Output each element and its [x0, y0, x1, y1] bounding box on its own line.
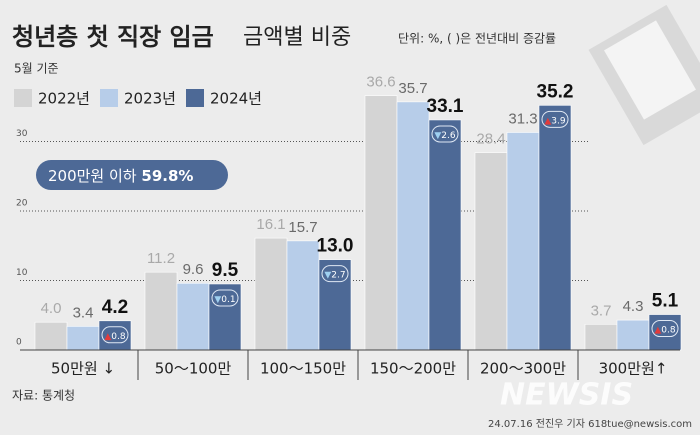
legend-swatch: [100, 89, 118, 107]
value-label: 3.4: [73, 304, 94, 321]
change-label: ▼0.1: [214, 294, 235, 304]
x-tick-label: 150～200만: [370, 360, 456, 378]
bar: [616, 319, 650, 351]
value-label: 35.7: [398, 80, 427, 97]
change-direction: ▼: [324, 270, 331, 280]
change-direction: ▼: [214, 294, 221, 304]
envelope-illustration: [588, 4, 700, 146]
chart-title: 청년층 첫 직장 임금: [12, 23, 214, 51]
change-badge: [321, 265, 349, 283]
change-value: 0.1: [221, 294, 235, 304]
legend-label: 2023년: [124, 90, 176, 108]
value-label: 13.0: [317, 236, 354, 257]
value-label: 31.3: [508, 110, 537, 127]
y-tick-label: 0: [16, 338, 22, 348]
credit: 24.07.16 전진우 기자 618tue@newsis.com: [488, 418, 692, 430]
x-tick-label: 50만원 ↓: [51, 360, 115, 378]
bar: [474, 152, 508, 351]
bar: [144, 271, 178, 351]
change-label: ▼2.7: [324, 270, 345, 280]
change-label: ▲0.8: [654, 325, 676, 335]
value-label: 11.2: [147, 250, 175, 267]
subtitle: 5월 기준: [14, 62, 59, 76]
bar: [364, 95, 398, 351]
value-label: 4.0: [41, 300, 62, 317]
value-label: 3.7: [591, 302, 612, 319]
watermark: NEWSIS: [500, 378, 633, 413]
x-tick-label: 200～300만: [480, 360, 566, 378]
y-tick-label: 20: [16, 199, 28, 209]
change-badge: [651, 320, 679, 338]
value-label: 36.6: [366, 74, 395, 91]
legend-swatch: [186, 89, 204, 107]
bar: [176, 282, 210, 351]
change-label: ▲3.9: [544, 116, 566, 126]
change-label: ▲0.8: [104, 331, 126, 341]
change-direction: ▲: [654, 325, 661, 335]
svg-text:200만원 이하 59.8%: 200만원 이하 59.8%: [48, 167, 193, 185]
change-value: 0.8: [111, 331, 126, 341]
x-tick-label: 100～150만: [260, 360, 346, 378]
change-badge: [431, 125, 459, 143]
bar: [428, 119, 462, 351]
bar: [254, 237, 288, 351]
bar: [538, 105, 572, 351]
callout-value: 59.8%: [141, 167, 193, 185]
change-value: 2.7: [331, 270, 345, 280]
bar: [66, 326, 100, 351]
value-label: 28.4: [476, 131, 505, 148]
value-label: 9.5: [212, 260, 239, 281]
change-direction: ▲: [544, 116, 551, 126]
unit-note: 단위: %, ( )은 전년대비 증감률: [398, 32, 556, 46]
value-label: 15.7: [288, 219, 317, 236]
value-label: 16.1: [256, 216, 285, 233]
legend-label: 2022년: [38, 90, 90, 108]
chart-title-detail: 금액별 비중: [243, 25, 351, 50]
change-label: ▼2.6: [434, 130, 456, 140]
y-tick-label: 30: [16, 129, 28, 139]
change-badge: [211, 289, 239, 307]
change-direction: ▼: [434, 130, 441, 140]
y-tick-label: 10: [16, 268, 28, 278]
change-value: 3.9: [551, 116, 566, 126]
bar: [584, 323, 618, 351]
value-label: 33.1: [427, 96, 464, 117]
callout-box: [36, 160, 228, 190]
change-direction: ▲: [104, 331, 111, 341]
legend-swatch: [14, 89, 32, 107]
source: 자료: 통계청: [12, 389, 75, 403]
change-badge: [541, 110, 569, 128]
x-tick-label: 50～100만: [155, 360, 232, 378]
change-value: 0.8: [661, 325, 676, 335]
value-label: 9.6: [183, 261, 204, 278]
bar: [286, 240, 320, 351]
legend-label: 2024년: [210, 90, 262, 108]
bar: [506, 132, 540, 351]
bar: [396, 101, 430, 351]
value-label: 4.3: [623, 298, 644, 315]
callout-label: 200만원 이하: [48, 167, 137, 185]
change-badge: [101, 326, 129, 344]
value-label: 35.2: [537, 81, 574, 102]
bar: [34, 321, 68, 351]
change-value: 2.6: [441, 130, 456, 140]
value-label: 4.2: [102, 297, 128, 318]
callout: 200만원 이하 59.8%: [36, 160, 228, 190]
x-tick-label: 300만원↑: [599, 360, 668, 378]
value-label: 5.1: [652, 291, 679, 312]
